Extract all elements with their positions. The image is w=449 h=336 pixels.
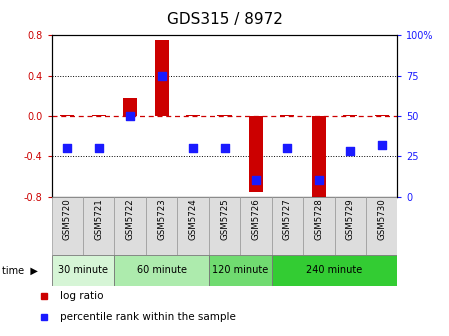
Text: 240 minute: 240 minute — [306, 265, 363, 276]
Bar — [366, 197, 397, 255]
Text: GSM5728: GSM5728 — [314, 198, 323, 240]
Text: GSM5729: GSM5729 — [346, 198, 355, 240]
Point — [221, 145, 228, 151]
Bar — [272, 197, 303, 255]
Text: GSM5730: GSM5730 — [377, 198, 386, 240]
Text: GSM5725: GSM5725 — [220, 198, 229, 240]
Text: GSM5727: GSM5727 — [283, 198, 292, 240]
Point — [189, 145, 197, 151]
Point — [347, 149, 354, 154]
Point — [378, 142, 385, 148]
Text: GSM5722: GSM5722 — [126, 198, 135, 240]
Point — [252, 178, 260, 183]
Text: GSM5726: GSM5726 — [251, 198, 260, 240]
Bar — [52, 255, 114, 286]
Text: GDS315 / 8972: GDS315 / 8972 — [167, 12, 282, 27]
Text: GSM5724: GSM5724 — [189, 198, 198, 240]
Point — [158, 73, 165, 78]
Bar — [83, 197, 114, 255]
Bar — [240, 197, 272, 255]
Bar — [114, 197, 146, 255]
Bar — [272, 255, 397, 286]
Point — [64, 145, 71, 151]
Text: log ratio: log ratio — [60, 291, 104, 301]
Bar — [52, 197, 83, 255]
Text: 30 minute: 30 minute — [58, 265, 108, 276]
Bar — [249, 116, 263, 192]
Bar — [209, 255, 272, 286]
Point — [95, 145, 102, 151]
Text: 120 minute: 120 minute — [212, 265, 269, 276]
Text: 60 minute: 60 minute — [136, 265, 187, 276]
Bar — [123, 98, 137, 116]
Point — [284, 145, 291, 151]
Bar — [303, 197, 335, 255]
Point — [315, 178, 322, 183]
Text: GSM5720: GSM5720 — [63, 198, 72, 240]
Text: GSM5721: GSM5721 — [94, 198, 103, 240]
Bar — [312, 116, 326, 199]
Text: percentile rank within the sample: percentile rank within the sample — [60, 311, 236, 322]
Bar — [114, 255, 209, 286]
Bar — [154, 40, 169, 116]
Text: GSM5723: GSM5723 — [157, 198, 166, 240]
Bar — [209, 197, 240, 255]
Bar — [177, 197, 209, 255]
Point — [127, 113, 134, 119]
Bar — [335, 197, 366, 255]
Text: time  ▶: time ▶ — [2, 265, 38, 276]
Bar — [146, 197, 177, 255]
